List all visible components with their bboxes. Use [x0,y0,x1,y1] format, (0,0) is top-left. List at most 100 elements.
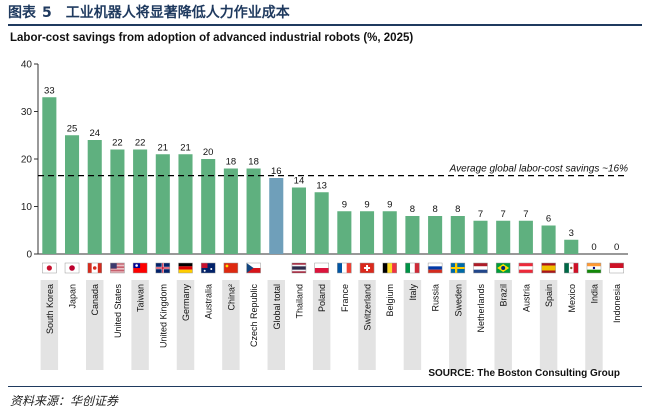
category-label: India [589,284,599,304]
bar [518,220,533,254]
flag-id-icon [609,262,624,274]
category-label: Taiwan [136,284,146,312]
title-rule [8,24,642,26]
data-label: 7 [523,209,528,220]
data-label: 8 [410,204,415,215]
bar [246,168,261,254]
data-label: 20 [203,147,214,158]
data-label: 25 [67,123,78,134]
flag-gb-icon [155,262,171,274]
category-label: China² [226,284,236,311]
y-tick-label: 0 [26,250,32,261]
category-label: United States [113,284,123,339]
data-label: 21 [158,142,169,153]
flag-br-icon [495,262,511,274]
bar [65,135,80,254]
bottom-rule [8,386,642,387]
bar [201,159,216,254]
category-label: Japan [68,284,78,309]
data-label: 18 [248,157,259,168]
category-label: Brazil [499,284,509,307]
data-label: 0 [591,242,596,253]
category-label-background [312,280,331,370]
category-label: Austria [521,284,531,312]
flag-nl-icon [473,262,488,274]
flag-de-icon [178,262,193,274]
category-label: South Korea [45,284,55,334]
category-label-background [176,280,195,370]
y-tick-label: 30 [21,107,33,118]
category-label-background [40,280,59,370]
figure-title: 图表 5 工业机器人将显著降低人力作业成本 [8,2,290,22]
bar [155,154,170,254]
average-reference-label: Average global labor-cost savings ~16% [449,164,628,175]
category-label: Russia [431,284,441,312]
flag-cz-icon [246,262,261,274]
category-label: Canada [90,284,100,316]
y-tick-label: 20 [21,155,33,166]
bar [133,149,148,254]
chart-source: SOURCE: The Boston Consulting Group [428,368,620,379]
flag-th-icon [291,262,307,274]
data-label: 8 [455,204,460,215]
data-label: 9 [342,199,347,210]
category-label: Sweden [453,284,463,317]
data-label: 9 [364,199,369,210]
bar [541,225,556,254]
figure-number: 5 [42,5,52,21]
flag-ch-icon [359,262,375,274]
data-label: 14 [294,176,305,187]
flag-es-icon [541,262,556,274]
data-label: 18 [226,157,237,168]
data-label: 9 [387,199,392,210]
bar [382,211,397,254]
category-label-background [267,280,285,370]
category-label: Czech Republic [249,284,259,348]
flag-pl-icon [314,262,329,274]
category-label: Netherlands [476,284,486,333]
flag-cn-icon [223,262,239,274]
bar [405,216,420,254]
bar [291,187,306,254]
flag-kr-icon [42,262,57,274]
bar [473,220,488,254]
bar [110,149,125,254]
category-label-background [585,280,603,370]
bar [269,178,284,254]
figure-label: 图表 [8,5,36,21]
category-label: Spain [544,284,554,307]
source-note: 资料来源：华创证券 [10,394,119,408]
bar [450,216,465,254]
flag-se-icon [450,262,466,274]
flag-be-icon [382,262,397,274]
category-label: Mexico [567,284,577,313]
flag-tw-icon [132,262,148,274]
flag-jp-icon [64,262,80,274]
category-label-background [222,280,240,370]
category-label-background [449,280,467,370]
category-label: Belgium [385,284,395,317]
data-label: 8 [432,204,437,215]
data-label: 7 [501,209,506,220]
flag-ru-icon [427,262,443,274]
flag-at-icon [518,262,534,274]
bar [496,220,511,254]
y-tick-label: 10 [21,202,33,213]
category-label: Global total [272,284,282,330]
chart-title: Labor-cost savings from adoption of adva… [10,32,414,44]
category-label-background [86,280,104,370]
data-label: 13 [316,180,327,191]
data-label: 16 [271,166,282,177]
flag-it-icon [405,262,420,274]
bar [223,168,238,254]
data-label: 21 [180,142,191,153]
data-label: 24 [89,128,100,139]
flag-au-icon [200,262,216,274]
bar [428,216,443,254]
category-label: Switzerland [363,284,373,331]
category-label: Germany [181,284,191,322]
flag-mx-icon [564,262,579,274]
bar [564,239,579,254]
category-label: United Kingdom [158,284,168,348]
